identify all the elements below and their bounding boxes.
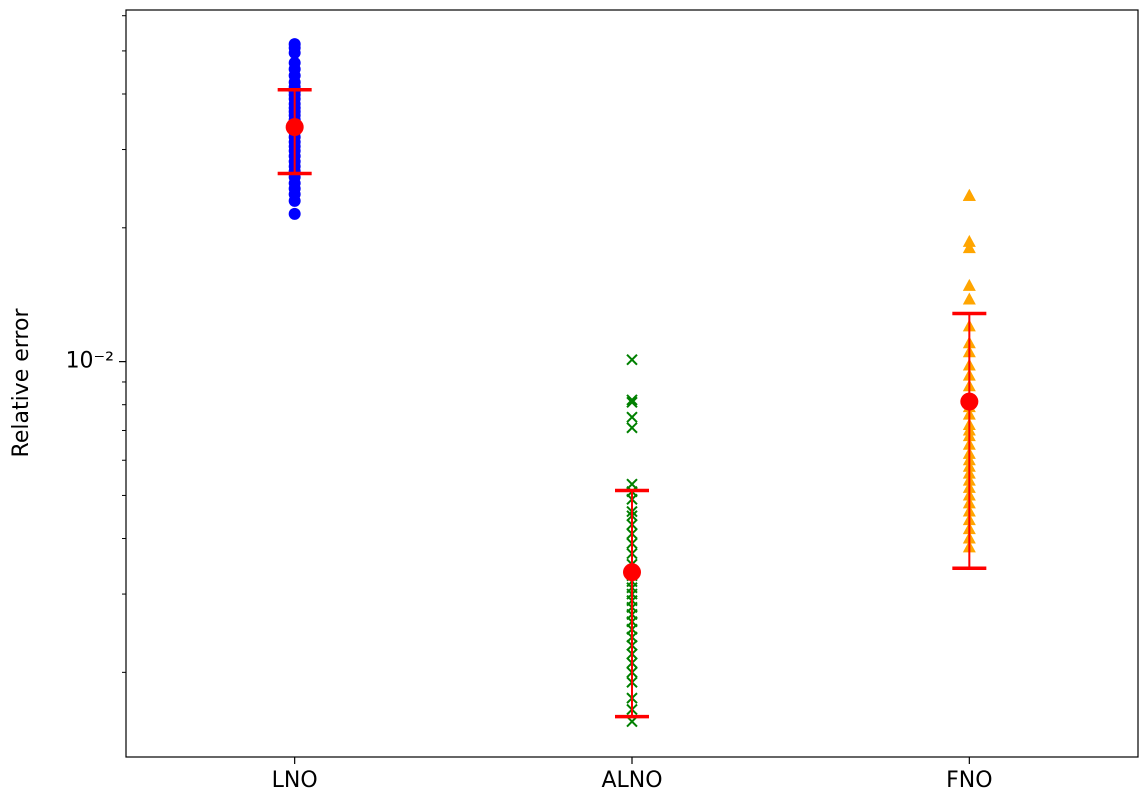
- point: [962, 278, 976, 291]
- y-axis-label: Relative error: [9, 308, 34, 458]
- y-tick-label: 10⁻²: [66, 349, 114, 374]
- point: [962, 188, 976, 201]
- point: [626, 396, 638, 409]
- mean-point: [960, 392, 979, 411]
- point: [962, 234, 976, 247]
- x-tick-label: LNO: [272, 768, 318, 793]
- mean-point: [623, 563, 641, 582]
- point: [626, 411, 638, 423]
- point: [626, 394, 638, 406]
- point: [626, 353, 638, 366]
- point: [288, 207, 301, 220]
- point: [288, 46, 301, 59]
- point: [288, 194, 301, 207]
- point: [626, 422, 638, 434]
- x-tick-label: FNO: [946, 768, 992, 793]
- x-tick-label: ALNO: [601, 768, 662, 793]
- mean-point: [285, 118, 304, 137]
- point: [962, 241, 976, 254]
- point: [962, 292, 976, 305]
